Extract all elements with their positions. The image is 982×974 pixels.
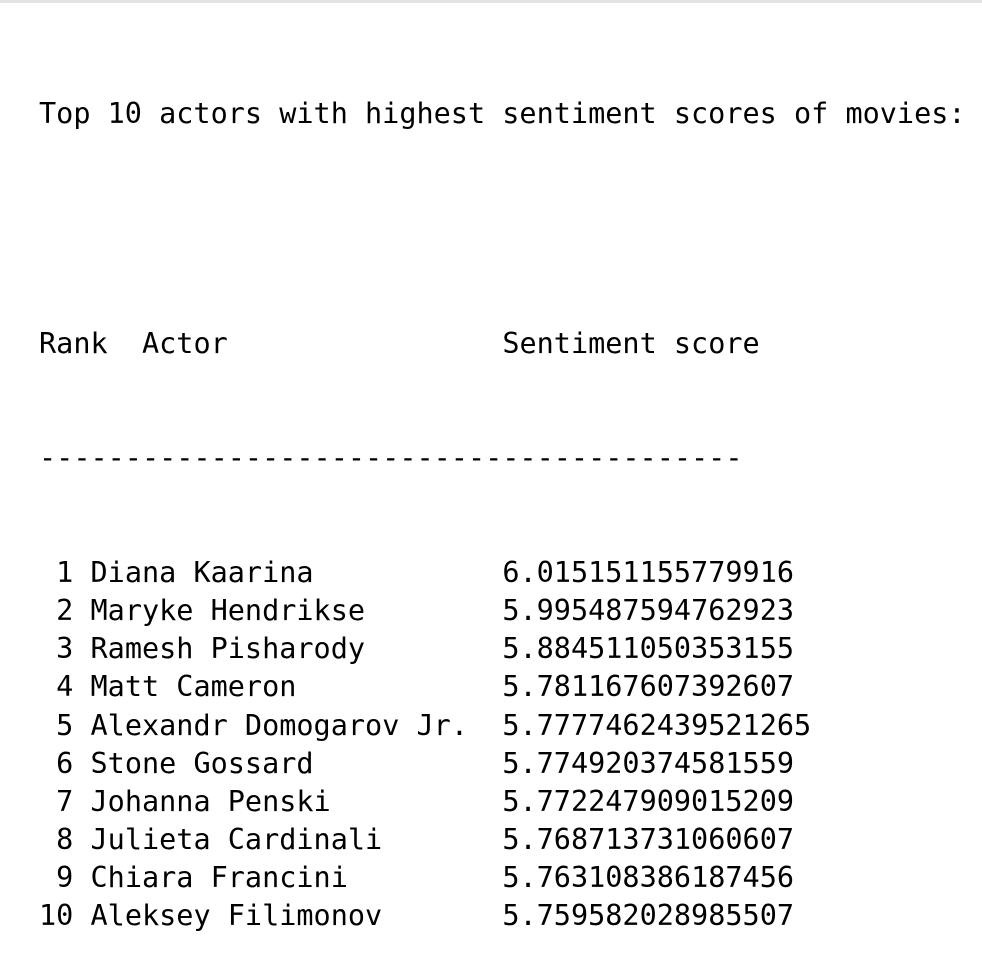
blank-line xyxy=(39,210,966,248)
row-actor: Alexandr Domogarov Jr. xyxy=(90,708,469,742)
table-row: 5 Alexandr Domogarov Jr. 5.7777462439521… xyxy=(39,707,966,745)
row-actor: Ramesh Pisharody xyxy=(90,632,366,666)
row-rank: 4 xyxy=(39,670,74,704)
table-row: 4 Matt Cameron 5.781167607392607 xyxy=(39,668,966,706)
output-heading: Top 10 actors with highest sentiment sco… xyxy=(39,97,966,131)
row-rank: 5 xyxy=(39,708,74,742)
row-score: 5.995487594762923 xyxy=(502,593,795,627)
table-row: 8 Julieta Cardinali 5.768713731060607 xyxy=(39,821,966,859)
table-separator: ----------------------------------------… xyxy=(39,441,743,475)
row-rank: 6 xyxy=(39,746,74,780)
table-row: 1 Diana Kaarina 6.015151155779916 xyxy=(39,554,966,592)
row-score: 5.781167607392607 xyxy=(502,670,795,704)
row-rank: 8 xyxy=(39,823,74,857)
row-score: 5.763108386187456 xyxy=(502,861,795,895)
row-rank: 10 xyxy=(39,899,74,933)
table-row: 6 Stone Gossard 5.774920374581559 xyxy=(39,745,966,783)
header-score: Sentiment score xyxy=(502,326,760,360)
row-rank: 7 xyxy=(39,784,74,818)
table-row: 7 Johanna Penski 5.772247909015209 xyxy=(39,783,966,821)
header-rank: Rank xyxy=(39,326,108,360)
cell-top-border xyxy=(0,0,982,3)
table-row: 3 Ramesh Pisharody 5.884511050353155 xyxy=(39,630,966,668)
row-rank: 3 xyxy=(39,632,74,666)
cell-output: Top 10 actors with highest sentiment sco… xyxy=(39,19,966,974)
row-score: 6.015151155779916 xyxy=(502,555,795,589)
row-actor: Stone Gossard xyxy=(90,746,314,780)
row-actor: Julieta Cardinali xyxy=(90,823,383,857)
row-score: 5.7777462439521265 xyxy=(502,708,812,742)
table-row: 2 Maryke Hendrikse 5.995487594762923 xyxy=(39,592,966,630)
row-rank: 9 xyxy=(39,861,74,895)
row-actor: Matt Cameron xyxy=(90,670,297,704)
row-actor: Aleksey Filimonov xyxy=(90,899,383,933)
row-rank: 2 xyxy=(39,593,74,627)
row-score: 5.884511050353155 xyxy=(502,632,795,666)
row-actor: Chiara Francini xyxy=(90,861,348,895)
row-score: 5.774920374581559 xyxy=(502,746,795,780)
table-row: 10 Aleksey Filimonov 5.759582028985507 xyxy=(39,897,966,935)
row-score: 5.768713731060607 xyxy=(502,823,795,857)
table-rows: 1 Diana Kaarina 6.015151155779916 2 Mary… xyxy=(39,554,966,936)
table-row: 9 Chiara Francini 5.763108386187456 xyxy=(39,859,966,897)
row-rank: 1 xyxy=(39,555,74,589)
row-actor: Diana Kaarina xyxy=(90,555,314,589)
row-actor: Johanna Penski xyxy=(90,784,331,818)
row-score: 5.772247909015209 xyxy=(502,784,795,818)
row-actor: Maryke Hendrikse xyxy=(90,593,366,627)
table-header: Rank Actor Sentiment score xyxy=(39,325,966,363)
header-actor: Actor xyxy=(141,326,228,360)
row-score: 5.759582028985507 xyxy=(502,899,795,933)
